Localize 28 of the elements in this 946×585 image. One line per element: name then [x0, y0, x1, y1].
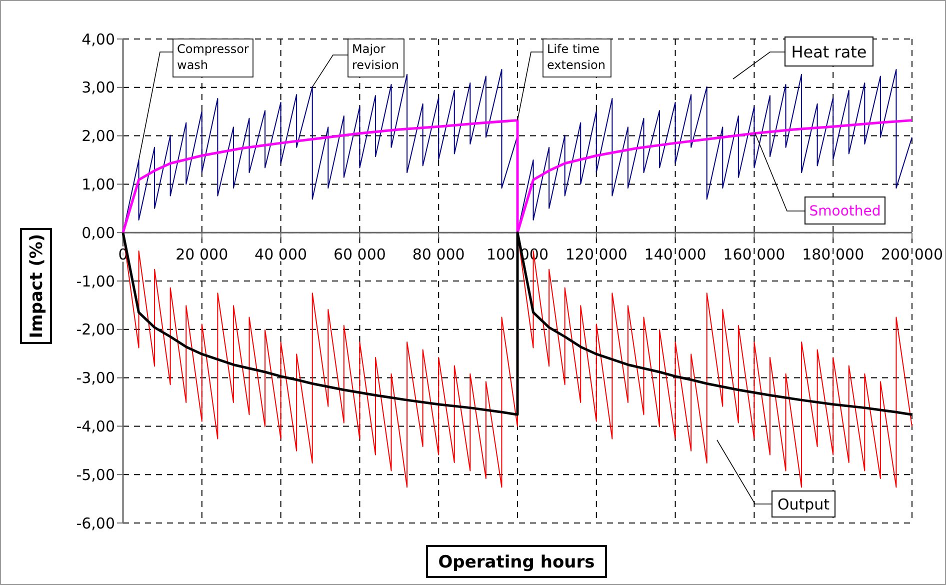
y-tick-label: -4,00	[76, 417, 115, 436]
y-axis-title: Impact (%)	[27, 234, 48, 338]
x-tick-label: 140 000	[644, 246, 706, 264]
y-tick-label: -3,00	[76, 369, 115, 388]
x-tick-label: 80 000	[412, 246, 465, 264]
x-tick-label: 180 000	[802, 246, 864, 264]
y-tick-label: 2,00	[82, 127, 115, 146]
text: Smoothed	[809, 204, 881, 220]
annotation: Major revision	[352, 42, 400, 72]
series-label: Heat rate	[791, 42, 867, 62]
x-tick-label: 60 000	[333, 246, 386, 264]
annotation: Compressor wash	[177, 42, 249, 72]
x-tick-label: 160 000	[723, 246, 786, 264]
y-tick-label: -5,00	[76, 466, 115, 484]
x-tick-label: 200 000	[880, 246, 944, 264]
annotation: Life time extension	[547, 42, 606, 72]
y-tick-label: 4,00	[82, 30, 115, 48]
x-tick-label: 20 000	[176, 246, 228, 264]
x-tick-label: 120 000	[565, 246, 628, 264]
x-axis-title: Operating hours	[438, 552, 595, 573]
y-tick-label: 0,00	[82, 224, 115, 242]
x-tick-label: 40 000	[254, 246, 308, 264]
y-tick-label: 3,00	[82, 78, 115, 97]
y-tick-label: -1,00	[76, 272, 115, 290]
y-tick-label: -2,00	[76, 320, 115, 339]
series-label: Output	[777, 495, 830, 514]
y-tick-label: 1,00	[82, 175, 115, 194]
y-tick-label: -6,00	[76, 514, 115, 532]
